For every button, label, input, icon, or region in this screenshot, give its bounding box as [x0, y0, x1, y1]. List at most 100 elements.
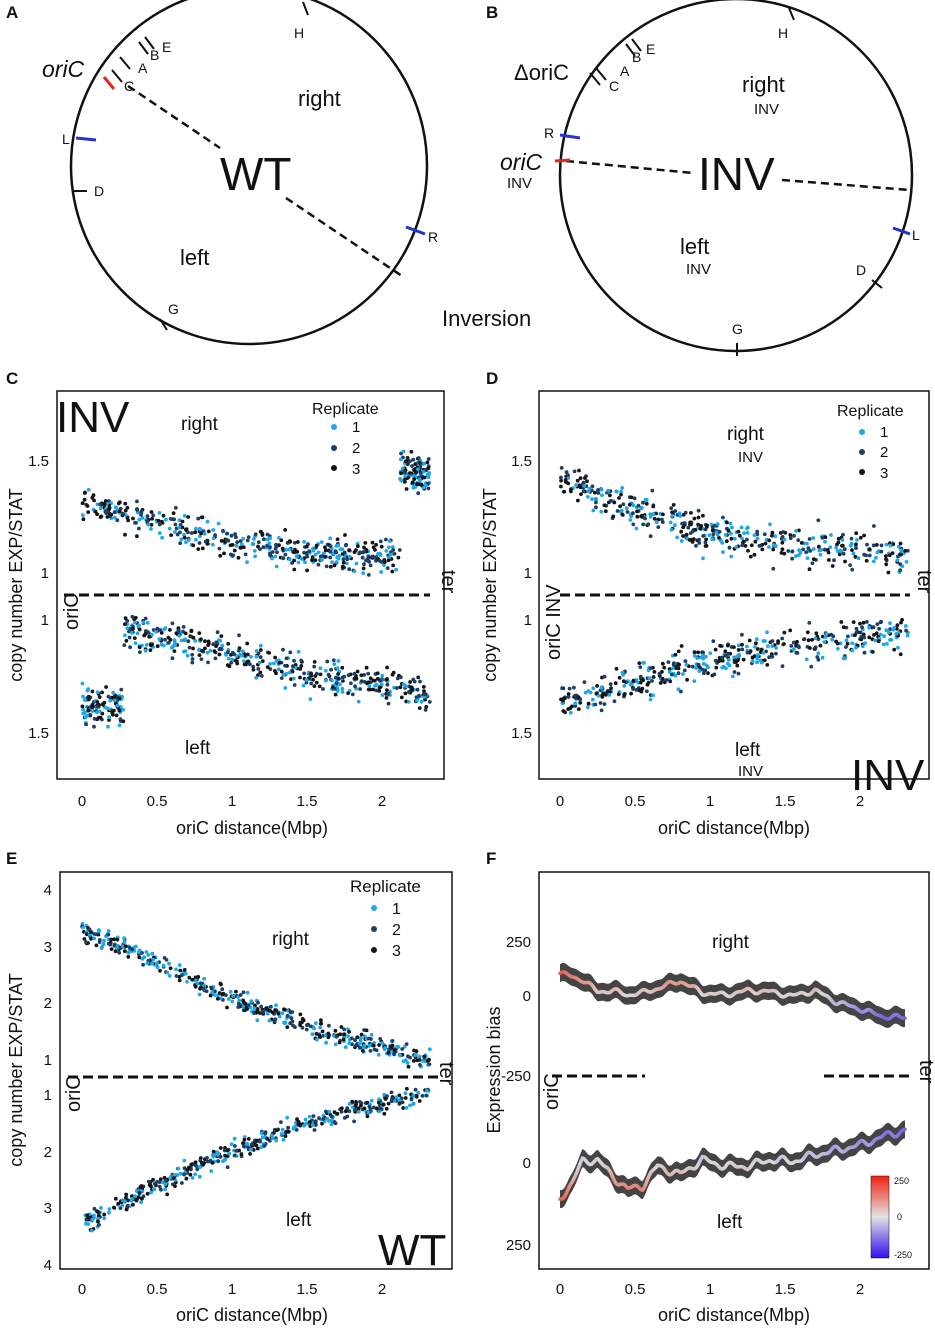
panel-d-left-point — [647, 676, 652, 681]
panel-e-left-point — [405, 1086, 409, 1091]
panel-b-deleted-origin-label: ΔoriC — [514, 60, 569, 85]
panel-d-right-point — [732, 536, 737, 541]
panel-c-left-point — [386, 701, 391, 706]
panel-d-left-point — [700, 650, 704, 655]
panel-c-right-point — [246, 535, 251, 539]
panel-e-left-point — [392, 1099, 397, 1103]
panel-d-right-point — [887, 553, 892, 558]
panel-c-right-point — [265, 532, 270, 537]
panel-c-right-point — [323, 548, 328, 553]
panel-e-left-point — [197, 1174, 202, 1179]
panel-d-right-point — [578, 485, 583, 490]
panel-e-right-point — [150, 961, 155, 966]
panel-d-left-point — [741, 657, 746, 662]
panel-c-right-point — [123, 508, 128, 513]
panel-c-jump-point — [403, 474, 408, 478]
panel-c-left-point — [398, 685, 403, 690]
panel-c-right-point — [217, 546, 222, 551]
panel-c-right-point — [179, 537, 184, 542]
panel-c-left-point — [330, 678, 334, 683]
panel-d-right-point — [871, 543, 876, 548]
panel-d-left-point — [593, 702, 598, 707]
panel-e-right-point — [102, 938, 106, 943]
panel-c-jump-point — [92, 717, 97, 721]
panel-c-left-point — [284, 656, 289, 661]
panel-d-left-point — [861, 632, 866, 637]
panel-c-right-point — [313, 552, 318, 557]
panel-c-left-point — [395, 686, 399, 690]
panel-c-right-point — [200, 515, 205, 520]
panel-d-left-point — [873, 638, 877, 643]
panel-c-left-point — [217, 652, 222, 657]
panel-d-xtick-2: 1 — [706, 793, 714, 810]
panel-d-left-point — [677, 662, 681, 667]
panel-e-right-point — [185, 979, 189, 984]
panel-e-left-point — [241, 1144, 246, 1149]
panel-e-left-point — [216, 1159, 221, 1163]
panel-c-left-point — [242, 653, 247, 658]
panel-d-right-point — [904, 560, 909, 564]
panel-c-left-point — [290, 669, 295, 674]
panel-e-right-point — [97, 929, 101, 934]
panel-d-right-point — [781, 530, 786, 534]
panel-d-left-point — [736, 643, 741, 648]
panel-d-right-point — [686, 525, 691, 530]
panel-d-right-point — [574, 483, 578, 488]
panel-c-left-point — [366, 680, 371, 685]
panel-e-left-point — [307, 1114, 312, 1119]
panel-e-right-point — [182, 968, 187, 972]
panel-c-left-point — [232, 652, 236, 657]
panel-d-right-point — [656, 525, 661, 529]
panel-c-left-point — [183, 631, 188, 636]
panel-a-origin-tick — [102, 76, 116, 90]
panel-e-right-point — [386, 1050, 391, 1055]
panel-d-right-point — [884, 542, 889, 547]
panel-c-ytick-top-0: 1.5 — [28, 453, 49, 470]
panel-c-bottom-label: left — [185, 738, 211, 759]
panel-c-right-point — [384, 537, 388, 542]
panel-c-right-point — [200, 546, 205, 551]
panel-c-jump-point — [413, 462, 418, 466]
panel-c-right-point — [182, 533, 186, 537]
panel-c-right-point — [171, 511, 176, 516]
panel-e-left-point — [358, 1100, 362, 1104]
panel-d-left-point — [770, 654, 775, 659]
panel-d-right-point — [872, 524, 876, 528]
panel-c-right-point — [238, 539, 243, 543]
panel-c-jump-point — [90, 702, 95, 707]
panel-e-left-point — [356, 1109, 361, 1114]
panel-c-left-point — [185, 653, 190, 658]
panel-d-left-point — [567, 686, 572, 691]
panel-c-jump-point — [423, 483, 428, 488]
panel-c-left-point — [304, 677, 309, 682]
panel-c-jump-point — [403, 459, 408, 464]
panel-e-left-point — [265, 1136, 270, 1141]
panel-d-left-point — [671, 666, 675, 671]
panel-c-right-point — [241, 536, 246, 541]
panel-d-right-point — [711, 532, 716, 537]
panel-c-left-point — [229, 660, 234, 665]
panel-d-right-point — [794, 554, 798, 558]
panel-e-right-point — [427, 1047, 432, 1052]
panel-e-right-point — [231, 994, 236, 998]
panel-a-ter-dash — [285, 196, 403, 278]
panel-c-right-point — [256, 540, 261, 545]
panel-c-left-point — [254, 649, 259, 653]
panel-e-right-point — [417, 1054, 422, 1059]
panel-d-left-point — [622, 684, 627, 688]
panel-d-left-point — [638, 665, 643, 669]
panel-e-right-point — [174, 974, 179, 978]
panel-c-right-point — [352, 569, 357, 574]
panel-e-left-point — [343, 1109, 348, 1114]
panel-c-left-point — [312, 684, 317, 688]
panel-e-right-point — [155, 965, 160, 970]
panel-e-left-point — [205, 1159, 210, 1164]
panel-e-right-point — [359, 1032, 364, 1037]
panel-a-tick-c — [111, 69, 123, 83]
panel-e-left-point — [96, 1213, 101, 1218]
panel-c-left-point — [248, 662, 252, 667]
panel-e-left-point — [246, 1137, 251, 1141]
panel-e-left-point — [182, 1158, 187, 1163]
panel-e-left-point — [353, 1104, 358, 1108]
panel-c-left-point — [141, 620, 146, 625]
